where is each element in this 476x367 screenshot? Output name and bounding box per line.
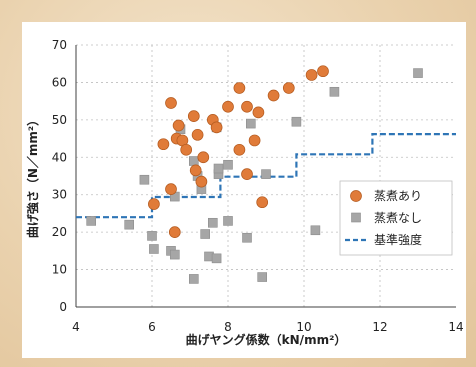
circle-point	[195, 175, 208, 188]
x-tick-label: 4	[72, 320, 80, 334]
square-point	[139, 174, 150, 185]
circle-point	[148, 198, 160, 210]
circle-point	[282, 82, 295, 94]
y-tick-label: 20	[52, 225, 67, 239]
square-point	[213, 163, 224, 174]
y-tick-label: 50	[52, 113, 67, 127]
circle-point	[317, 65, 329, 78]
circle-point	[233, 143, 246, 156]
y-tick-label: 60	[52, 75, 67, 89]
series-layer	[76, 65, 456, 284]
square-point	[211, 253, 222, 264]
y-axis-title: 曲げ強さ（N／mm²）	[25, 114, 40, 238]
y-tick-label: 10	[52, 263, 67, 277]
circle-point	[197, 151, 210, 164]
square-point	[261, 169, 271, 179]
circle-point	[191, 128, 204, 141]
y-tick-label: 30	[52, 188, 67, 202]
circle-point	[210, 121, 223, 134]
circle-point	[189, 164, 202, 177]
square-point	[124, 219, 134, 230]
x-axis-title: 曲げヤング係数（kN/mm²）	[186, 332, 347, 347]
square-point	[170, 249, 180, 260]
y-tick-label: 0	[59, 300, 67, 314]
circle-point	[256, 196, 269, 209]
circle-point	[180, 143, 193, 156]
square-point	[223, 159, 233, 170]
x-tick-label: 8	[224, 320, 232, 334]
square-point	[257, 272, 268, 282]
circle-point	[157, 138, 170, 151]
circle-point	[172, 119, 185, 132]
circle-point	[305, 69, 318, 81]
circle-point	[165, 97, 177, 109]
square-point	[329, 86, 340, 97]
circle-point	[241, 168, 253, 180]
square-point	[310, 225, 321, 236]
circle-point	[241, 100, 253, 113]
legend-label-reference: 基準強度	[374, 232, 422, 247]
y-tick-label: 70	[52, 38, 67, 52]
square-point	[189, 156, 199, 166]
circle-point	[187, 110, 200, 122]
circle-point	[252, 106, 265, 119]
y-tick-label: 40	[52, 150, 67, 164]
square-point	[189, 274, 199, 284]
square-point	[149, 244, 159, 254]
square-point	[208, 217, 218, 228]
circle-point	[233, 82, 246, 94]
square-point	[291, 116, 302, 127]
square-point	[242, 232, 252, 243]
square-point	[413, 68, 423, 78]
square-point	[147, 231, 157, 241]
circle-point	[165, 183, 177, 195]
axis-layer: 0 10 20 30 40 50 60 70 4 6 8 10 12 14 曲げヤング係数（kN/mm²） 曲…	[25, 38, 464, 347]
circle-point	[222, 100, 234, 113]
legend-label-steamed: 蒸煮あり	[374, 189, 422, 203]
legend-label-unsteamed: 蒸煮なし	[374, 211, 422, 225]
x-tick-label: 10	[296, 320, 311, 334]
legend-square-marker	[351, 212, 361, 223]
circle-point	[248, 134, 261, 147]
circle-point	[267, 89, 280, 102]
square-point	[200, 229, 210, 239]
x-tick-label: 12	[372, 320, 387, 334]
x-tick-label: 14	[448, 320, 463, 334]
circle-point	[168, 226, 181, 238]
legend-circle-marker	[350, 190, 362, 202]
square-point	[86, 216, 96, 226]
x-tick-label: 6	[148, 320, 156, 334]
square-point	[223, 216, 233, 226]
square-point	[246, 118, 256, 129]
